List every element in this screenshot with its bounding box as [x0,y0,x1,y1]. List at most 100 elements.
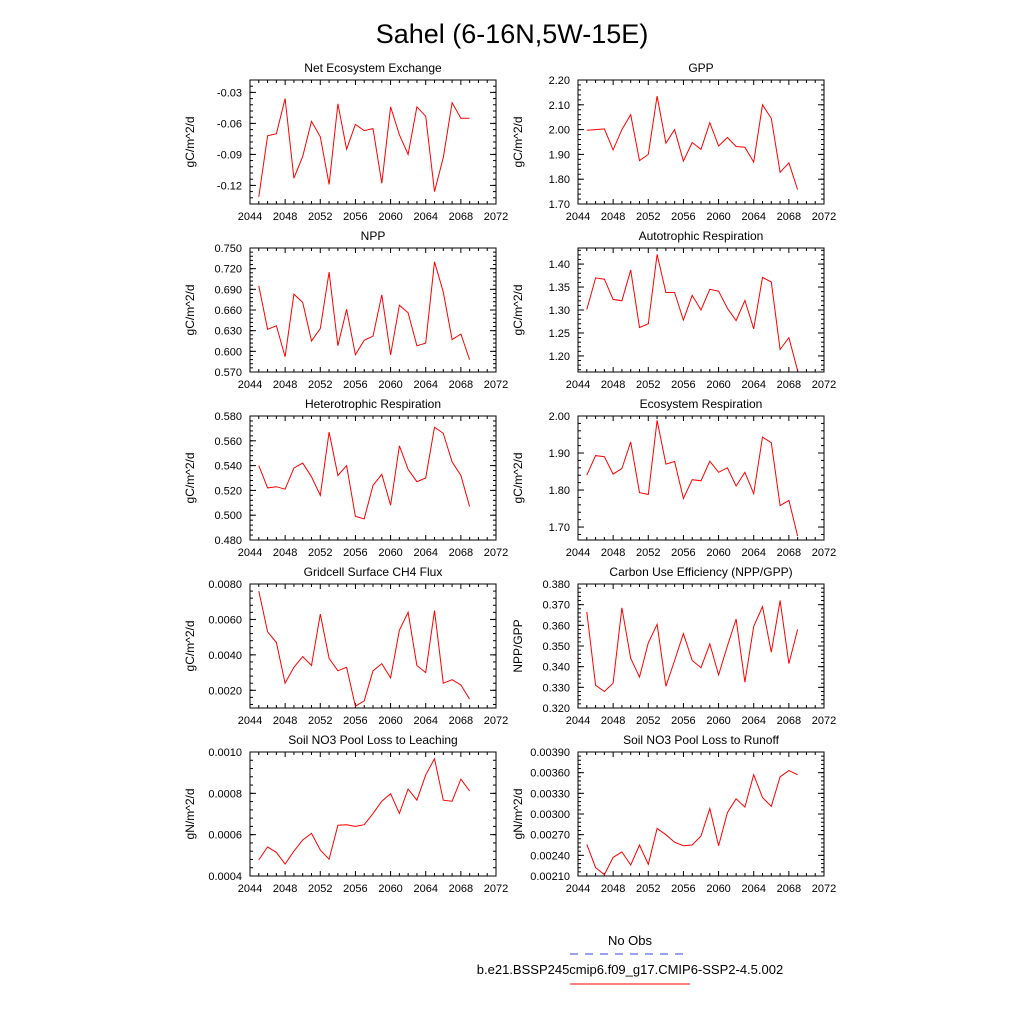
y-tick-label: 0.00240 [530,850,570,862]
x-tick-label: 2060 [378,547,402,559]
y-axis-label: gC/m^2/d [511,453,525,504]
x-tick-label: 2068 [777,379,801,391]
plot-frame [577,79,825,205]
x-tick-label: 2072 [812,547,836,559]
chart-panel: Autotrophic Respiration gC/m^2/d 2044 2048 2… [511,229,836,391]
y-axis-label: gC/m^2/d [183,285,197,336]
x-tick-label: 2052 [636,883,660,895]
panel-title: Soil NO3 Pool Loss to Leaching [288,733,457,747]
chart-panel: Gridcell Surface CH4 Flux gC/m^2/d 2044 204… [183,565,508,727]
x-tick-label: 2044 [238,715,262,727]
legend: No Obs b.e21.BSSP245cmip6.f09_g17.CMIP6-… [477,933,783,985]
x-tick-label: 2056 [343,379,367,391]
panel-title: Carbon Use Efficiency (NPP/GPP) [609,565,792,579]
y-tick-label: 0.00270 [530,830,570,842]
x-tick-label: 2056 [671,547,695,559]
y-tick-label: 0.0020 [208,685,242,697]
x-tick-label: 2064 [413,715,437,727]
x-tick-label: 2048 [273,547,297,559]
x-tick-label: 2060 [706,211,730,223]
x-tick-label: 2052 [308,379,332,391]
y-tick-label: 0.520 [214,485,242,497]
y-axis-label: gN/m^2/d [511,789,525,840]
x-tick-label: 2044 [238,883,262,895]
y-tick-label: 0.630 [214,326,242,338]
y-axis-label: gC/m^2/d [511,285,525,336]
x-tick-label: 2048 [273,211,297,223]
y-tick-label: 0.690 [214,284,242,296]
chart-panel: Ecosystem Respiration gC/m^2/d 2044 2048 205… [511,397,836,559]
x-tick-label: 2052 [308,883,332,895]
x-tick-label: 2048 [273,883,297,895]
x-tick-label: 2072 [484,379,508,391]
y-axis-label: NPP/GPP [511,619,525,672]
x-tick-label: 2044 [566,883,590,895]
x-tick-label: 2060 [706,883,730,895]
x-tick-label: 2052 [636,211,660,223]
y-tick-label: 0.0006 [208,830,242,842]
x-tick-label: 2044 [566,547,590,559]
x-tick-label: 2056 [671,211,695,223]
panels-grid: Net Ecosystem Exchange gC/m^2/d 2044 2048 20… [183,61,836,895]
y-tick-label: 1.80 [549,174,570,186]
x-tick-label: 2044 [566,379,590,391]
y-tick-label: 0.750 [214,243,242,255]
y-tick-label: 1.90 [549,149,570,161]
panel-title: NPP [361,229,386,243]
y-tick-label: -0.09 [217,149,242,161]
y-tick-label: 0.00360 [530,768,570,780]
y-tick-label: 0.380 [542,579,570,591]
x-tick-label: 2052 [308,547,332,559]
x-tick-label: 2068 [777,547,801,559]
series-line [586,600,799,693]
x-tick-label: 2044 [238,211,262,223]
chart-panel: Soil NO3 Pool Loss to Runoff gN/m^2/d 2044… [511,733,836,895]
y-tick-label: 0.340 [542,662,570,674]
plot-frame [249,247,497,373]
x-tick-label: 2048 [601,379,625,391]
plot-frame [249,583,497,709]
y-tick-label: 2.10 [549,100,570,112]
x-tick-label: 2064 [741,211,765,223]
panel-title: GPP [688,61,713,75]
y-tick-label: 1.70 [549,522,570,534]
series-line [586,770,798,876]
chart-panel: Net Ecosystem Exchange gC/m^2/d 2044 2048 20… [183,61,508,223]
y-axis-label: gN/m^2/d [183,789,197,840]
x-tick-label: 2056 [671,715,695,727]
x-tick-label: 2056 [343,883,367,895]
x-tick-label: 2044 [566,211,590,223]
panel-title: Soil NO3 Pool Loss to Runoff [623,733,780,747]
x-tick-label: 2056 [343,547,367,559]
x-tick-label: 2052 [636,547,660,559]
y-tick-label: 0.0010 [208,747,242,759]
y-tick-label: 1.90 [549,448,570,460]
y-tick-label: 0.500 [214,510,242,522]
x-tick-label: 2068 [449,547,473,559]
series-line [258,426,471,520]
x-tick-label: 2068 [777,883,801,895]
x-tick-label: 2056 [671,379,695,391]
x-tick-label: 2048 [273,379,297,391]
y-tick-label: 0.570 [214,367,242,379]
x-tick-label: 2072 [812,715,836,727]
y-tick-label: 0.00390 [530,747,570,759]
y-axis-label: gC/m^2/d [183,621,197,672]
x-tick-label: 2064 [413,547,437,559]
y-tick-label: 0.330 [542,682,570,694]
y-tick-label: 0.580 [214,411,242,423]
series-line [258,590,471,707]
y-tick-label: 0.0040 [208,650,242,662]
x-tick-label: 2064 [413,883,437,895]
panel-title: Net Ecosystem Exchange [304,61,442,75]
chart-panel: Carbon Use Efficiency (NPP/GPP) NPP/GPP 20… [511,565,836,727]
chart-panel: NPP gC/m^2/d 2044 2048 2052 2056 2060 2064 2068 2… [183,229,508,391]
x-tick-label: 2060 [378,715,402,727]
y-tick-label: 0.0060 [208,614,242,626]
x-tick-label: 2072 [484,883,508,895]
x-tick-label: 2056 [343,211,367,223]
y-tick-label: 1.35 [549,282,570,294]
x-tick-label: 2068 [449,379,473,391]
x-tick-label: 2068 [777,211,801,223]
